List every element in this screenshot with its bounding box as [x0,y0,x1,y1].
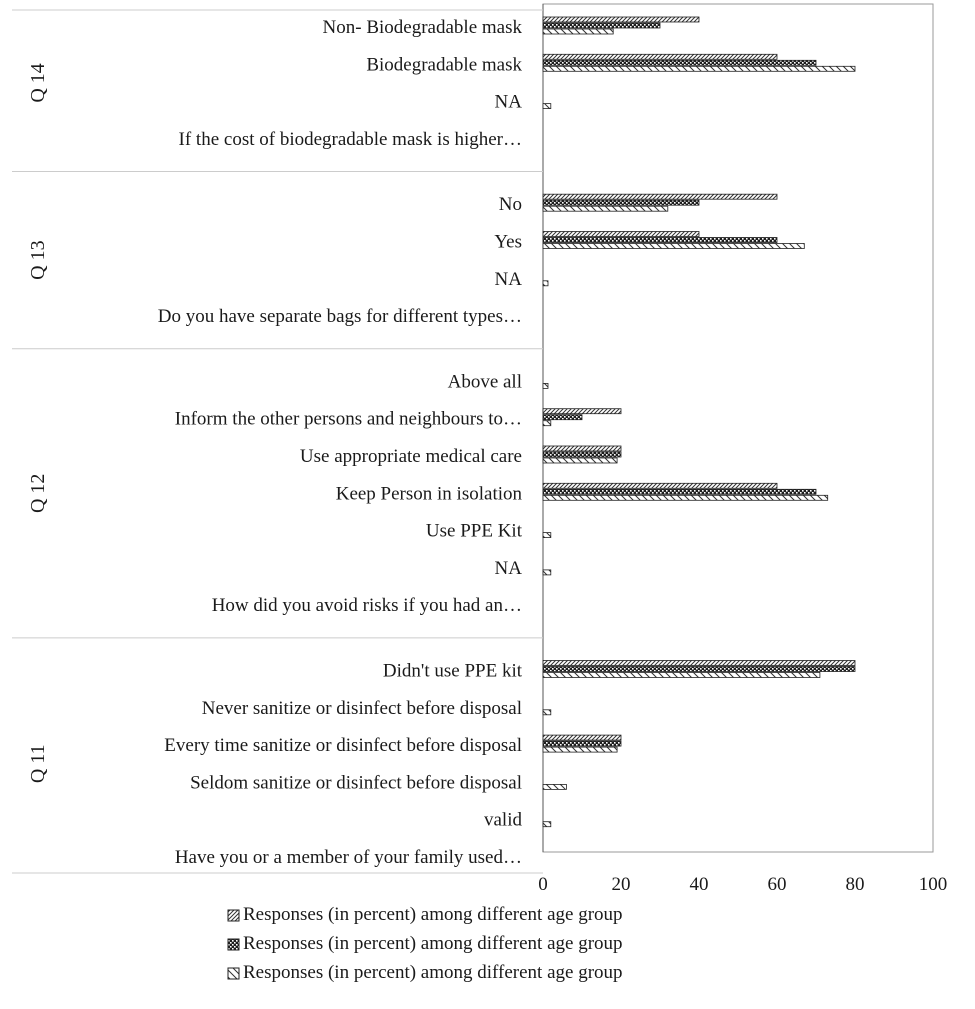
bar [542,237,778,243]
bar [542,53,778,60]
category-label: Use appropriate medical care [300,446,522,467]
category-label: Biodegradable mask [366,54,522,75]
group-label: Q 12 [27,474,49,513]
category-label: Do you have separate bags for different … [158,306,522,327]
category-label: Didn't use PPE kit [383,661,523,682]
bar [542,231,700,237]
bar [542,193,778,200]
bar [542,482,778,489]
bar [542,457,618,464]
bar [542,488,817,495]
bar [542,280,549,287]
plot-frame [542,3,934,853]
legend-swatch [227,938,240,951]
legend-label: Responses (in percent) among different a… [243,904,623,925]
category-label: Keep Person in isolation [336,483,523,504]
category-label: Never sanitize or disinfect before dispo… [202,698,522,719]
bar [542,445,622,452]
bar [542,59,817,66]
group-label: Q 11 [27,744,49,783]
legend-label: Responses (in percent) among different a… [243,933,623,954]
category-label: No [499,194,522,215]
bar [542,821,552,828]
category-label: NA [495,92,523,113]
bar [542,494,829,501]
x-tick-label: 20 [612,874,631,895]
bar [542,420,552,427]
bar [542,532,552,538]
category-label: Every time sanitize or disinfect before … [164,735,522,756]
bar [542,199,700,206]
category-label: Have you or a member of your family used… [175,847,522,868]
category-label: How did you avoid risks if you had an… [212,595,522,616]
bar [542,784,567,790]
category-label: Use PPE Kit [426,521,523,542]
bar [542,740,622,747]
x-tick-label: 80 [846,874,865,895]
bar [542,569,552,576]
bar [542,65,856,72]
bar [542,451,622,458]
group-label: Q 13 [27,240,49,279]
bar [542,243,805,249]
x-tick-label: 0 [538,874,548,895]
bar [542,734,622,741]
bar [542,103,552,109]
category-label: Non- Biodegradable mask [323,17,523,38]
category-label: NA [495,269,523,290]
bar [542,709,552,716]
legend-label: Responses (in percent) among different a… [243,962,623,983]
category-label: If the cost of biodegradable mask is hig… [179,129,522,150]
bar [542,16,700,23]
bar [542,666,856,672]
legend-swatch [227,967,240,980]
category-label: NA [495,558,523,579]
group-label: Q 14 [27,63,49,102]
bar [542,22,661,29]
bar [542,660,856,666]
category-label: Above all [448,371,522,392]
x-tick-label: 60 [768,874,787,895]
category-label: Yes [494,232,522,253]
category-label: Seldom sanitize or disinfect before disp… [190,772,522,793]
bar [542,746,618,753]
category-label: Inform the other persons and neighbours … [175,409,522,430]
bar [542,382,549,389]
bar [542,28,614,35]
bar [542,414,583,421]
legend-swatch [227,909,240,922]
bar [542,205,669,212]
x-tick-label: 100 [919,874,948,895]
bar [542,672,821,678]
x-tick-label: 40 [690,874,709,895]
bar [542,408,622,415]
category-label: valid [484,810,522,831]
